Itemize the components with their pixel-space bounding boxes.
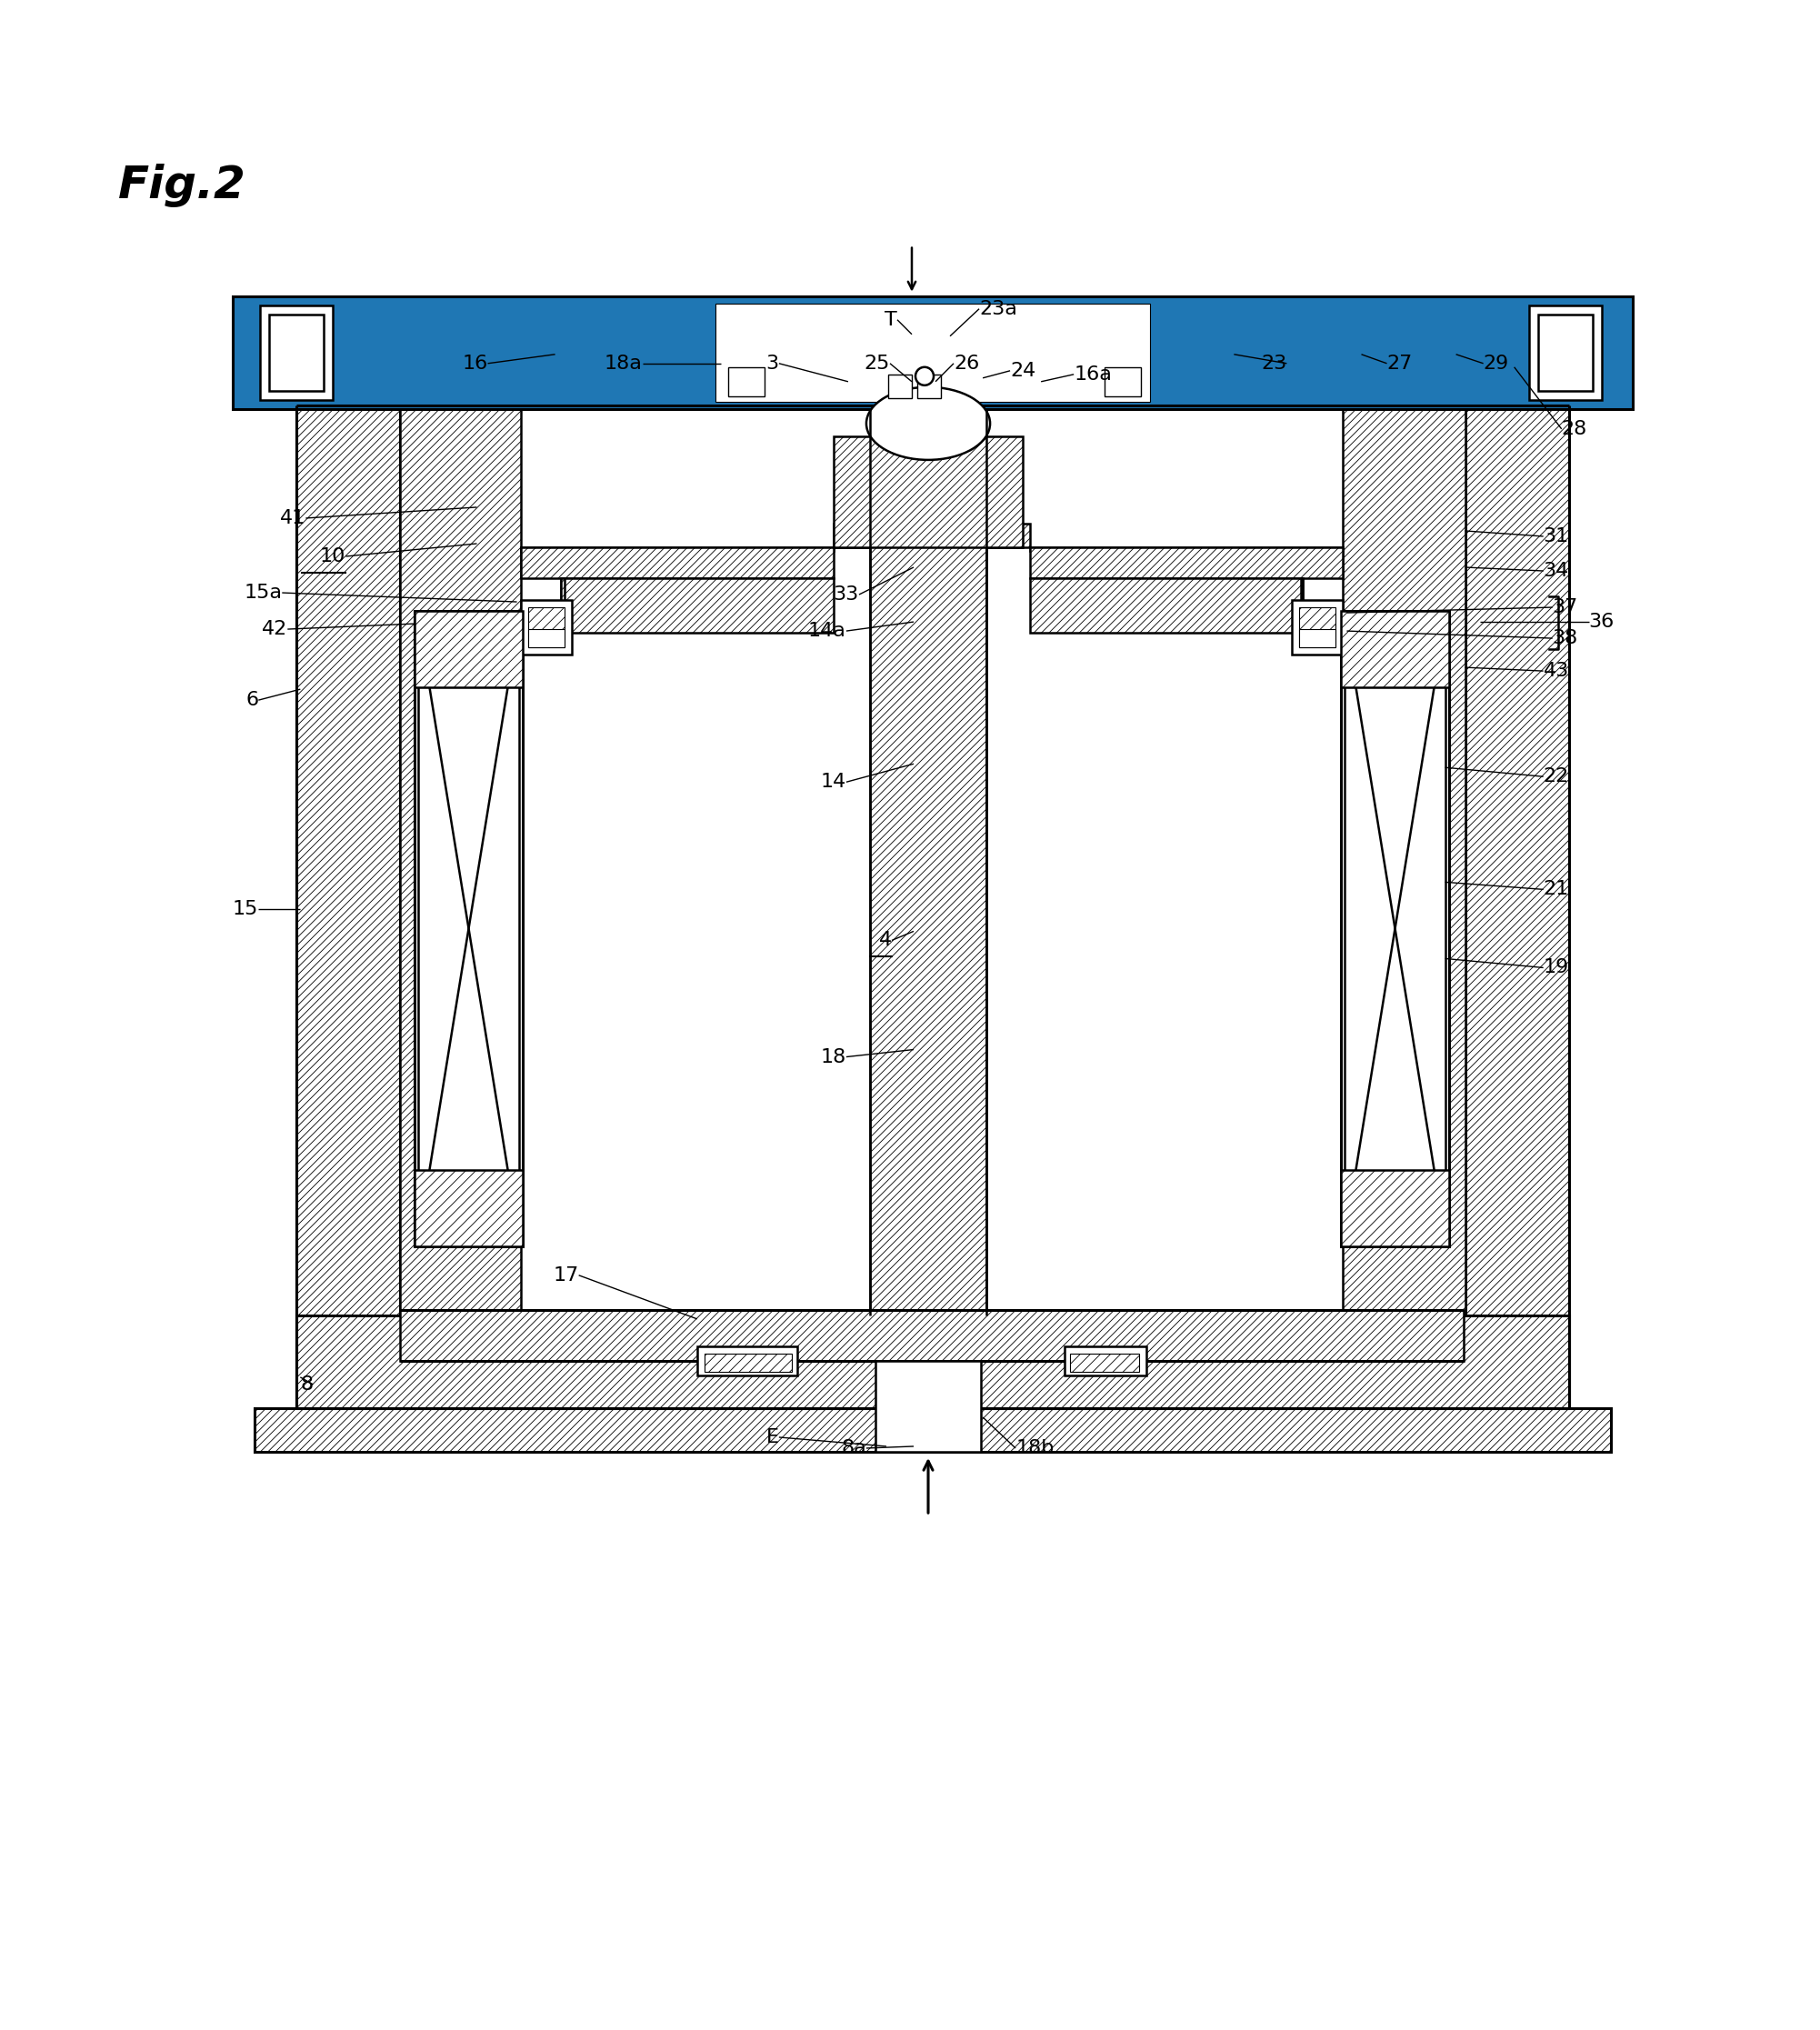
Polygon shape xyxy=(1341,1169,1449,1246)
Bar xyxy=(521,601,571,654)
Bar xyxy=(528,629,564,648)
Polygon shape xyxy=(1030,579,1303,633)
Text: 27: 27 xyxy=(1387,355,1412,374)
Bar xyxy=(888,374,912,398)
Polygon shape xyxy=(521,579,564,652)
Polygon shape xyxy=(255,1409,1611,1451)
Bar xyxy=(1299,629,1336,648)
Text: 29: 29 xyxy=(1483,355,1509,374)
Text: 8: 8 xyxy=(300,1376,313,1393)
Polygon shape xyxy=(400,406,521,1315)
Polygon shape xyxy=(1343,406,1465,1315)
Bar xyxy=(269,315,324,390)
Bar xyxy=(233,296,1633,408)
Bar xyxy=(419,619,519,1236)
Text: E: E xyxy=(766,1429,779,1445)
Ellipse shape xyxy=(866,388,990,461)
Text: 16: 16 xyxy=(462,355,488,374)
Text: 14a: 14a xyxy=(808,621,846,639)
Text: 21: 21 xyxy=(1543,881,1569,899)
Text: 18a: 18a xyxy=(604,355,642,374)
Text: 15a: 15a xyxy=(244,585,282,601)
Text: 41: 41 xyxy=(280,510,306,528)
Text: 36: 36 xyxy=(1589,613,1614,631)
Bar xyxy=(1070,1354,1139,1372)
Text: 16a: 16a xyxy=(1074,365,1112,384)
Bar xyxy=(710,296,1156,408)
Polygon shape xyxy=(391,296,710,408)
Bar xyxy=(260,304,333,400)
Bar xyxy=(1345,619,1445,1236)
Bar xyxy=(715,302,1150,402)
Text: 14: 14 xyxy=(821,773,846,792)
Text: Fig.2: Fig.2 xyxy=(118,162,246,207)
Text: 28: 28 xyxy=(1562,420,1587,438)
Polygon shape xyxy=(233,296,391,408)
Bar xyxy=(728,367,764,396)
Text: 31: 31 xyxy=(1543,528,1569,546)
Text: T: T xyxy=(885,311,897,329)
Polygon shape xyxy=(1301,579,1343,652)
Bar xyxy=(704,1354,792,1372)
Bar xyxy=(1341,611,1449,1246)
Polygon shape xyxy=(521,524,870,550)
Polygon shape xyxy=(1341,611,1449,688)
Bar xyxy=(528,607,564,648)
Polygon shape xyxy=(415,1169,522,1246)
Bar xyxy=(917,374,941,398)
Text: 38: 38 xyxy=(1552,629,1578,648)
Polygon shape xyxy=(297,406,400,1409)
Text: 6: 6 xyxy=(246,690,258,708)
Polygon shape xyxy=(1156,296,1474,408)
Polygon shape xyxy=(1030,548,1343,579)
Text: 33: 33 xyxy=(834,585,859,603)
Bar xyxy=(875,1360,981,1451)
Polygon shape xyxy=(521,548,834,579)
Text: 24: 24 xyxy=(1010,361,1036,380)
Polygon shape xyxy=(1465,406,1569,1409)
Polygon shape xyxy=(561,579,834,633)
Polygon shape xyxy=(1474,296,1633,408)
Text: 22: 22 xyxy=(1543,767,1569,786)
Bar xyxy=(415,611,522,1246)
Bar xyxy=(1529,304,1602,400)
Text: 23: 23 xyxy=(1261,355,1287,374)
Polygon shape xyxy=(870,408,986,1315)
Text: 34: 34 xyxy=(1543,562,1569,581)
Text: 37: 37 xyxy=(1552,599,1578,617)
Text: 3: 3 xyxy=(766,355,779,374)
Text: 19: 19 xyxy=(1543,958,1569,976)
Text: 4: 4 xyxy=(879,932,892,950)
Polygon shape xyxy=(834,436,1023,548)
Bar xyxy=(697,1346,797,1376)
Bar xyxy=(1538,315,1592,390)
Text: 26: 26 xyxy=(954,355,979,374)
Bar xyxy=(1065,1346,1147,1376)
Bar xyxy=(1292,601,1343,654)
Polygon shape xyxy=(986,524,1343,550)
Text: 18: 18 xyxy=(821,1047,846,1066)
Text: 10: 10 xyxy=(320,548,346,566)
Bar xyxy=(1105,367,1141,396)
Bar xyxy=(400,1309,1463,1360)
Text: 25: 25 xyxy=(864,355,890,374)
Text: 42: 42 xyxy=(262,619,288,637)
Polygon shape xyxy=(297,1315,1569,1409)
Text: 8a: 8a xyxy=(841,1439,866,1458)
Text: 43: 43 xyxy=(1543,662,1569,680)
Text: 18b: 18b xyxy=(1016,1439,1054,1458)
Text: 23a: 23a xyxy=(979,300,1017,319)
Ellipse shape xyxy=(915,367,934,386)
Polygon shape xyxy=(415,611,522,688)
Text: 17: 17 xyxy=(553,1267,579,1285)
Text: 15: 15 xyxy=(233,901,258,918)
Bar xyxy=(1299,607,1336,648)
